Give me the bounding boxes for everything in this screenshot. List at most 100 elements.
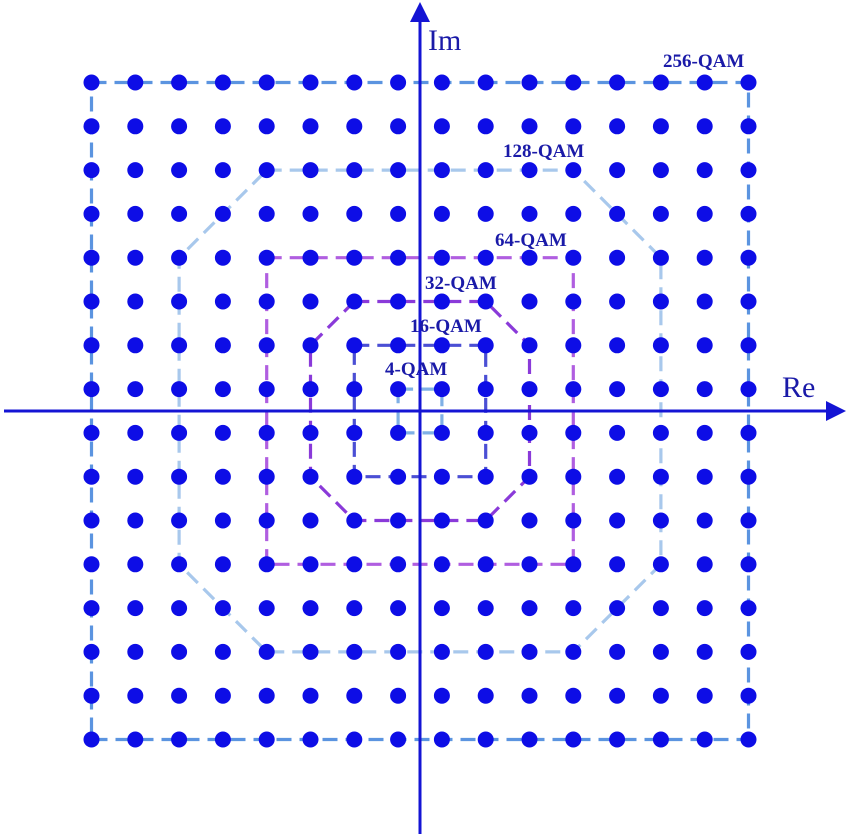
constellation-point: [433, 424, 450, 441]
constellation-point: [609, 249, 626, 266]
constellation-point: [433, 337, 450, 354]
constellation-point: [127, 162, 144, 179]
constellation-point: [302, 293, 319, 310]
constellation-point: [521, 381, 538, 398]
constellation-point: [521, 118, 538, 135]
constellation-point: [740, 424, 757, 441]
constellation-point: [83, 74, 100, 91]
constellation-point: [171, 205, 188, 222]
constellation-point: [521, 556, 538, 573]
label-32-qam: 32-QAM: [425, 273, 497, 294]
constellation-point: [433, 381, 450, 398]
constellation-point: [609, 205, 626, 222]
constellation-point: [652, 74, 669, 91]
constellation-point: [521, 205, 538, 222]
constellation-point: [83, 600, 100, 617]
label-256-qam: 256-QAM: [663, 51, 744, 72]
constellation-point: [214, 600, 231, 617]
constellation-point: [652, 556, 669, 573]
constellation-point: [258, 468, 275, 485]
constellation-point: [214, 162, 231, 179]
constellation-point: [740, 293, 757, 310]
constellation-point: [346, 468, 363, 485]
constellation-point: [127, 293, 144, 310]
constellation-point: [565, 381, 582, 398]
constellation-point: [609, 468, 626, 485]
constellation-point: [127, 205, 144, 222]
constellation-point: [565, 512, 582, 529]
constellation-point: [171, 337, 188, 354]
constellation-point: [127, 74, 144, 91]
constellation-point: [652, 118, 669, 135]
constellation-point: [565, 687, 582, 704]
constellation-point: [258, 118, 275, 135]
constellation-point: [171, 249, 188, 266]
constellation-point: [477, 337, 494, 354]
constellation-point: [521, 162, 538, 179]
constellation-point: [433, 293, 450, 310]
label-4-qam: 4-QAM: [385, 359, 447, 380]
constellation-point: [390, 600, 407, 617]
constellation-point: [652, 293, 669, 310]
constellation-point: [302, 205, 319, 222]
constellation-point: [652, 337, 669, 354]
constellation-point: [214, 118, 231, 135]
constellation-point: [740, 381, 757, 398]
constellation-point: [127, 424, 144, 441]
constellation-point: [171, 468, 188, 485]
constellation-point: [652, 512, 669, 529]
constellation-point: [171, 381, 188, 398]
constellation-point: [83, 556, 100, 573]
constellation-point: [740, 74, 757, 91]
constellation-point: [302, 337, 319, 354]
constellation-point: [258, 249, 275, 266]
constellation-point: [609, 687, 626, 704]
constellation-point: [258, 424, 275, 441]
constellation-point: [565, 337, 582, 354]
constellation-point: [477, 512, 494, 529]
constellation-point: [609, 643, 626, 660]
constellation-point: [652, 643, 669, 660]
constellation-point: [433, 118, 450, 135]
constellation-point: [521, 731, 538, 748]
constellation-point: [346, 731, 363, 748]
constellation-point: [696, 74, 713, 91]
constellation-point: [258, 687, 275, 704]
constellation-point: [477, 118, 494, 135]
constellation-point: [652, 205, 669, 222]
constellation-point: [609, 424, 626, 441]
constellation-point: [477, 600, 494, 617]
constellation-point: [214, 381, 231, 398]
constellation-point: [609, 118, 626, 135]
boundary-4-qam: [396, 387, 444, 435]
constellation-point: [390, 512, 407, 529]
constellation-point: [521, 687, 538, 704]
boundary-64-qam: [265, 256, 575, 566]
constellation-point: [740, 118, 757, 135]
constellation-point: [521, 512, 538, 529]
constellation-point: [302, 118, 319, 135]
constellation-point: [565, 293, 582, 310]
constellation-point: [171, 74, 188, 91]
constellation-point: [214, 731, 231, 748]
constellation-point: [696, 731, 713, 748]
imaginary-axis-arrow-icon: [410, 2, 430, 22]
constellation-point: [521, 337, 538, 354]
constellation-point: [477, 74, 494, 91]
constellation-point: [433, 643, 450, 660]
constellation-point: [609, 162, 626, 179]
constellation-point: [171, 424, 188, 441]
constellation-point: [258, 600, 275, 617]
constellation-point: [696, 293, 713, 310]
constellation-point: [740, 468, 757, 485]
constellation-point: [433, 731, 450, 748]
constellation-point: [477, 468, 494, 485]
constellation-point: [565, 205, 582, 222]
constellation-point: [433, 687, 450, 704]
constellation-point: [171, 687, 188, 704]
constellation-point: [696, 337, 713, 354]
constellation-point: [83, 512, 100, 529]
constellation-point: [127, 687, 144, 704]
constellation-point: [477, 731, 494, 748]
constellation-point: [302, 687, 319, 704]
